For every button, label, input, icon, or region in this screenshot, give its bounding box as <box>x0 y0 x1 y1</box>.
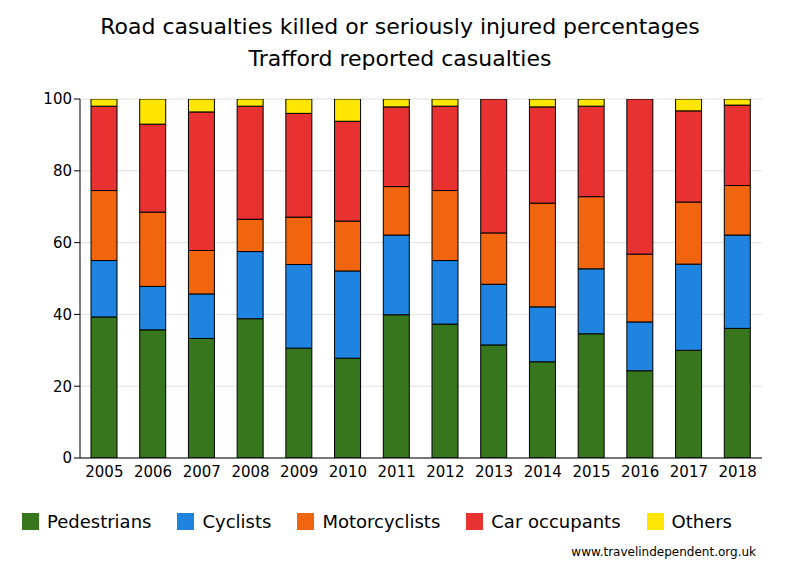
html-text:Road casualties killed or seri: Road casualties killed or seriously inju… <box>100 14 700 39</box>
svg-text:2017: 2017 <box>670 463 708 481</box>
svg-text:40: 40 <box>53 306 72 324</box>
svg-text:2005: 2005 <box>85 463 123 481</box>
html-text:Cyclists: Cyclists <box>202 511 272 532</box>
svg-text:2010: 2010 <box>329 463 367 481</box>
svg-text:2009: 2009 <box>280 463 318 481</box>
svg-text:2015: 2015 <box>572 463 610 481</box>
html-text:Others: Others <box>671 511 732 532</box>
html-text:www.travelindependent.org.uk: www.travelindependent.org.uk <box>571 545 756 559</box>
svg-text:0: 0 <box>62 449 72 467</box>
svg-text:80: 80 <box>53 162 72 180</box>
html-text:Motorcyclists: Motorcyclists <box>322 511 441 532</box>
svg-text:2007: 2007 <box>183 463 221 481</box>
html-text:Trafford reported casualties: Trafford reported casualties <box>248 46 552 71</box>
html-text:Car occupants: Car occupants <box>491 511 621 532</box>
svg-text:2006: 2006 <box>134 463 172 481</box>
svg-text:2011: 2011 <box>378 463 416 481</box>
svg-text:2012: 2012 <box>426 463 464 481</box>
html-text:Pedestrians: Pedestrians <box>47 511 152 532</box>
svg-text:2014: 2014 <box>524 463 562 481</box>
svg-text:20: 20 <box>53 378 72 396</box>
svg-text:100: 100 <box>43 90 72 108</box>
svg-text:2016: 2016 <box>621 463 659 481</box>
svg-text:60: 60 <box>53 234 72 252</box>
svg-text:2018: 2018 <box>719 463 757 481</box>
svg-text:2008: 2008 <box>231 463 269 481</box>
svg-text:2013: 2013 <box>475 463 513 481</box>
